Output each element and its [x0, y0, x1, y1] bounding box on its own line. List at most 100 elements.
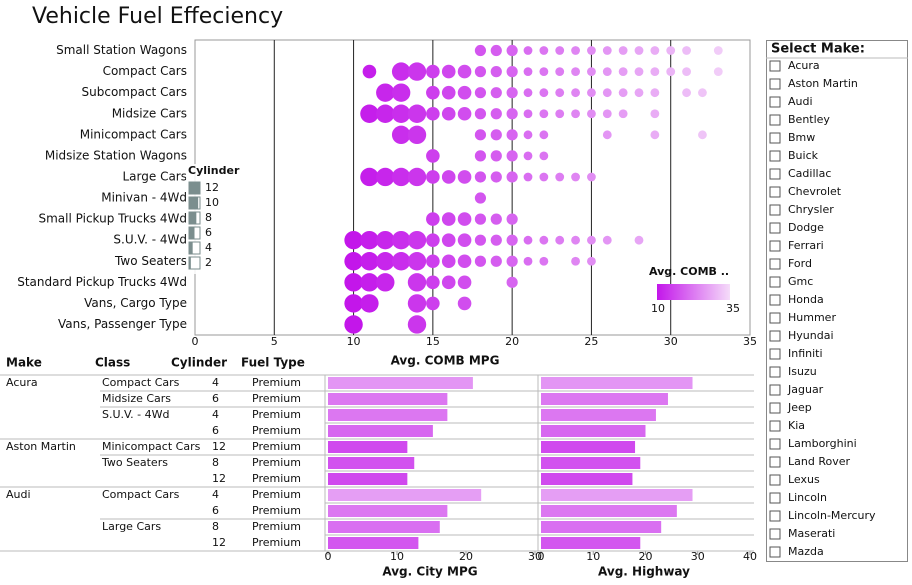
bubble	[571, 46, 580, 55]
bubble	[441, 106, 456, 121]
bubble	[539, 151, 549, 161]
filter-option[interactable]: Maserati	[788, 527, 835, 540]
x-tick-label: 10	[390, 550, 404, 563]
checkbox[interactable]	[769, 492, 781, 504]
bar	[541, 441, 636, 453]
bubble	[457, 212, 472, 226]
category-label: Minivan - 4Wd	[101, 191, 187, 205]
filter-option[interactable]: Lincoln-Mercury	[788, 509, 876, 522]
bubble	[407, 104, 427, 123]
table-cell: 6	[212, 392, 219, 405]
checkbox[interactable]	[769, 78, 781, 90]
checkbox[interactable]	[769, 240, 781, 252]
bubble	[391, 252, 411, 271]
checkbox[interactable]	[769, 168, 781, 180]
checkbox[interactable]	[769, 366, 781, 378]
table-cell: 4	[212, 376, 219, 389]
checkbox[interactable]	[769, 528, 781, 540]
bubble	[457, 85, 472, 100]
checkbox[interactable]	[769, 60, 781, 72]
checkbox[interactable]	[769, 456, 781, 468]
x-axis-title: Avg. City MPG	[382, 565, 477, 579]
bar	[541, 409, 656, 421]
checkbox[interactable]	[769, 312, 781, 324]
bubble	[391, 104, 411, 123]
bar	[541, 457, 641, 469]
filter-option[interactable]: Lexus	[788, 473, 820, 486]
filter-option[interactable]: Honda	[788, 293, 824, 306]
filter-option[interactable]: Buick	[788, 149, 819, 162]
table-cell: Minicompact Cars	[102, 440, 201, 453]
filter-option[interactable]: Dodge	[788, 221, 824, 234]
bubble	[506, 150, 518, 162]
column-header: Cylinder	[171, 356, 227, 370]
filter-option[interactable]: Jeep	[787, 401, 812, 414]
bubble	[426, 149, 440, 163]
checkbox[interactable]	[769, 294, 781, 306]
checkbox[interactable]	[769, 132, 781, 144]
bubble	[506, 87, 518, 99]
bubble	[391, 230, 411, 250]
bar	[328, 441, 408, 453]
page-title: Vehicle Fuel Effeciency	[32, 4, 283, 29]
filter-option[interactable]: Acura	[788, 59, 820, 72]
checkbox[interactable]	[769, 150, 781, 162]
bubble	[650, 67, 660, 77]
filter-option[interactable]: Gmc	[788, 275, 813, 288]
bubble	[457, 275, 472, 290]
x-tick-label: 5	[271, 335, 278, 348]
filter-option[interactable]: Lamborghini	[788, 437, 857, 450]
bubble	[571, 256, 580, 266]
checkbox[interactable]	[769, 384, 781, 396]
bubble	[523, 67, 533, 77]
filter-option[interactable]: Cadillac	[788, 167, 831, 180]
bubble	[362, 64, 377, 79]
filter-option[interactable]: Aston Martin	[788, 77, 858, 90]
bubble	[523, 88, 533, 98]
filter-option[interactable]: Isuzu	[788, 365, 817, 378]
category-label: Small Pickup Trucks 4Wd	[39, 212, 188, 226]
checkbox[interactable]	[769, 330, 781, 342]
bubble	[506, 234, 518, 246]
checkbox[interactable]	[769, 276, 781, 288]
filter-option[interactable]: Chevrolet	[788, 185, 842, 198]
checkbox[interactable]	[769, 114, 781, 126]
checkbox[interactable]	[769, 546, 781, 558]
bubble	[539, 172, 549, 182]
bubble	[490, 129, 502, 141]
filter-option[interactable]: Hummer	[788, 311, 836, 324]
filter-option[interactable]: Land Rover	[788, 455, 850, 468]
filter-option[interactable]: Kia	[788, 419, 805, 432]
checkbox[interactable]	[769, 96, 781, 108]
bubble	[490, 213, 502, 225]
checkbox[interactable]	[769, 222, 781, 234]
table-cell: 4	[212, 488, 219, 501]
checkbox[interactable]	[769, 510, 781, 522]
x-tick-label: 15	[426, 335, 440, 348]
checkbox[interactable]	[769, 402, 781, 414]
filter-option[interactable]: Lincoln	[788, 491, 827, 504]
bubble	[376, 83, 395, 102]
filter-option[interactable]: Chrysler	[788, 203, 834, 216]
table-cell: Two Seaters	[101, 456, 168, 469]
bubble	[571, 235, 580, 245]
checkbox[interactable]	[769, 258, 781, 270]
checkbox[interactable]	[769, 186, 781, 198]
bubble	[376, 230, 395, 250]
filter-option[interactable]: Ferrari	[788, 239, 824, 252]
filter-option[interactable]: Audi	[788, 95, 813, 108]
checkbox[interactable]	[769, 420, 781, 432]
checkbox[interactable]	[769, 348, 781, 360]
filter-option[interactable]: Hyundai	[788, 329, 834, 342]
filter-option[interactable]: Bentley	[788, 113, 830, 126]
filter-option[interactable]: Jaguar	[787, 383, 824, 396]
filter-option[interactable]: Ford	[788, 257, 812, 270]
filter-option[interactable]: Mazda	[788, 545, 824, 558]
filter-option[interactable]: Bmw	[788, 131, 815, 144]
filter-option[interactable]: Infiniti	[788, 347, 823, 360]
checkbox[interactable]	[769, 474, 781, 486]
table-cell: Acura	[6, 376, 38, 389]
x-tick-label: 40	[743, 550, 757, 563]
checkbox[interactable]	[769, 438, 781, 450]
checkbox[interactable]	[769, 204, 781, 216]
